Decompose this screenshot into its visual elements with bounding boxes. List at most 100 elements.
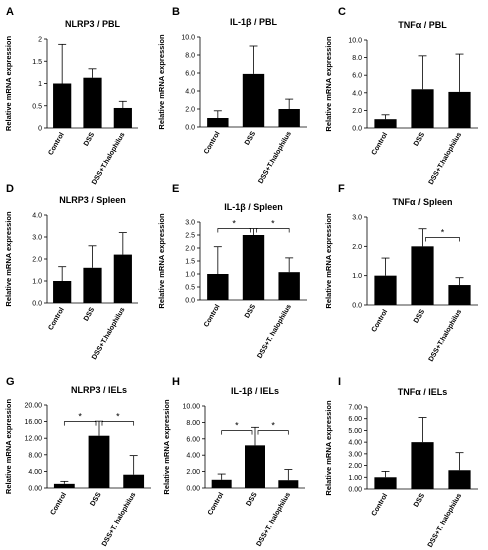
- panel-letter: H: [172, 376, 180, 388]
- y-tick-label: 0.00: [28, 486, 42, 493]
- x-tick-label: Control: [47, 131, 66, 156]
- panel-d: D NLRP3 / Spleen Relative mRNA expression 0…: [4, 183, 138, 361]
- x-tick-label: DSS: [245, 491, 258, 507]
- y-tick-label: 8.0: [185, 53, 195, 60]
- y-tick-label: 6.00: [186, 436, 200, 443]
- panel-a: A NLRP3 / PBL Relative mRNA expression 0 0.5…: [4, 6, 138, 186]
- x-tick-label: DSS: [244, 130, 257, 146]
- y-axis-label: Relative mRNA expression: [324, 400, 333, 496]
- panel-letter: E: [172, 183, 179, 195]
- significance-star: *: [78, 412, 82, 422]
- x-tick-label: DSS: [413, 131, 426, 147]
- y-tick-label: 20.00: [24, 403, 42, 410]
- y-tick-label: 6.00: [348, 416, 362, 423]
- y-tick-label: 8.00: [28, 452, 42, 459]
- chart-title: NLRP3 / PBL: [65, 19, 121, 29]
- y-axis-label: Relative mRNA expression: [324, 36, 333, 132]
- significance-star: *: [235, 421, 239, 431]
- panel-e: E IL-1β / Spleen Relative mRNA expression 0…: [157, 183, 307, 360]
- y-tick-label: 0.5: [185, 285, 195, 292]
- y-tick-label: 3.0: [352, 215, 362, 222]
- panel-letter: B: [172, 6, 180, 18]
- panel-letter: A: [6, 6, 14, 18]
- bar: [83, 267, 102, 303]
- y-tick-label: 1.0: [185, 272, 195, 279]
- bar: [211, 479, 232, 488]
- y-axis-label: Relative mRNA expression: [157, 213, 166, 309]
- y-tick-label: 10.0: [348, 38, 362, 45]
- x-tick-label: Control: [47, 306, 66, 331]
- chart-title: IL-1β / PBL: [230, 17, 277, 27]
- bar: [278, 109, 300, 127]
- significance-bracket: [425, 237, 460, 242]
- panel-letter: I: [338, 376, 341, 388]
- y-tick-label: 1.5: [185, 259, 195, 266]
- significance-bracket: [257, 430, 289, 435]
- y-tick-label: 0.0: [32, 301, 42, 308]
- x-tick-label: DSS: [83, 131, 96, 147]
- y-tick-label: 7.00: [348, 405, 362, 412]
- y-tick-label: 0.00: [186, 486, 200, 493]
- y-tick-label: 3.0: [185, 220, 195, 227]
- bar: [374, 477, 397, 489]
- x-tick-label: DSS+T. halophilus: [101, 491, 138, 547]
- x-tick-label: DSS: [83, 306, 96, 322]
- significance-star: *: [271, 421, 275, 431]
- bar: [123, 474, 145, 488]
- significance-star: *: [232, 219, 236, 229]
- y-tick-label: 1.00: [348, 475, 362, 482]
- y-tick-label: 1: [38, 81, 42, 88]
- chart-title: TNFα / Spleen: [392, 197, 452, 207]
- bar: [374, 119, 397, 128]
- y-axis-label: Relative mRNA expression: [324, 213, 333, 309]
- panel-letter: G: [6, 376, 15, 388]
- bar: [278, 272, 300, 300]
- panel-h: H IL-1β / IELs Relative mRNA expression 0.0…: [162, 376, 305, 548]
- x-tick-label: Control: [371, 131, 390, 156]
- panel-letter: D: [6, 183, 14, 195]
- bar: [245, 445, 265, 488]
- y-tick-label: 12.00: [24, 436, 42, 443]
- x-tick-label: DSS+T. halophilus: [256, 491, 293, 547]
- y-tick-label: 8.0: [352, 55, 362, 62]
- bar: [242, 235, 265, 300]
- y-tick-label: 4.00: [28, 469, 42, 476]
- bar: [411, 246, 434, 305]
- bar: [88, 435, 110, 488]
- significance-star: *: [116, 412, 120, 422]
- bar: [53, 83, 72, 128]
- y-tick-label: 2.0: [185, 107, 195, 114]
- y-axis-label: Relative mRNA expression: [4, 399, 13, 495]
- bar: [53, 281, 72, 303]
- y-tick-label: 2.5: [185, 233, 195, 240]
- x-tick-label: Control: [203, 303, 222, 328]
- y-tick-label: 4.00: [348, 440, 362, 447]
- y-tick-label: 10.00: [182, 404, 200, 411]
- y-tick-label: 0.0: [185, 298, 195, 305]
- x-tick-label: Control: [50, 491, 69, 516]
- bar: [113, 107, 132, 128]
- panel-letter: C: [338, 6, 346, 18]
- y-tick-label: 4.00: [186, 453, 200, 460]
- chart-title: TNFα / PBL: [398, 20, 447, 30]
- panel-letter: F: [338, 183, 345, 195]
- y-tick-label: 8.00: [186, 420, 200, 427]
- x-tick-label: DSS+T. halophilus: [256, 303, 293, 359]
- significance-star: *: [441, 228, 445, 238]
- bar: [448, 470, 471, 489]
- y-tick-label: 1.5: [32, 59, 42, 66]
- chart-title: NLRP3 / IELs: [71, 385, 127, 395]
- y-tick-label: 3.0: [32, 235, 42, 242]
- chart-title: IL-1β / IELs: [231, 386, 279, 396]
- bar: [242, 73, 265, 127]
- panel-i: I TNFα / IELs Relative mRNA expression 0.00…: [324, 376, 478, 549]
- y-tick-label: 0.0: [352, 126, 362, 133]
- significance-bracket: [256, 228, 290, 233]
- bar: [278, 480, 299, 488]
- y-tick-label: 4.0: [185, 89, 195, 96]
- y-tick-label: 16.00: [24, 419, 42, 426]
- chart-title: TNFα / IELs: [398, 387, 448, 397]
- x-tick-label: DSS+T.halophilus: [91, 131, 127, 186]
- bar: [53, 483, 75, 488]
